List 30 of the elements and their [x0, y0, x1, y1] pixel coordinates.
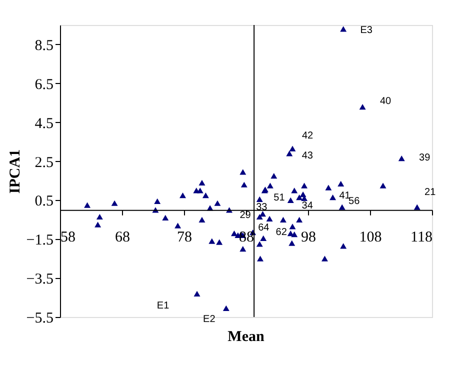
x-tick-label: 78	[177, 229, 192, 246]
annotation: 33	[256, 202, 268, 214]
annotation: 51	[274, 192, 286, 204]
x-axis-title: Mean	[228, 329, 265, 345]
y-tick-label: 2.5	[34, 154, 54, 171]
y-tick-label: −3.5	[26, 272, 54, 288]
y-tick-label: 0.5	[34, 194, 54, 210]
annotation: 43	[302, 150, 314, 162]
y-tick-label: −1.5	[26, 232, 54, 249]
x-tick-label: 68	[115, 229, 130, 246]
x-tick-label: 98	[301, 229, 316, 246]
annotation: 39	[419, 152, 431, 164]
annotation: 42	[302, 130, 314, 142]
annotation: E2	[203, 314, 216, 326]
annotation: E3	[360, 24, 373, 36]
x-tick-label: 108	[359, 229, 382, 246]
x-tick-label: 58	[60, 229, 76, 246]
annotation: 56	[348, 196, 360, 208]
y-tick-label: 8.5	[34, 38, 54, 54]
annotation: 64	[258, 222, 270, 234]
annotation: 34	[302, 200, 314, 212]
annotation: E1	[156, 300, 170, 312]
y-tick-label: −5.5	[26, 310, 54, 326]
annotation: 62	[276, 227, 288, 238]
x-tick-label: 118	[410, 229, 432, 246]
annotation: 40	[380, 96, 392, 107]
y-tick-label: 6.5	[34, 76, 54, 93]
y-tick-label: 4.5	[34, 116, 54, 132]
annotation: 21	[424, 187, 436, 198]
y-axis-title: IPCA1	[7, 149, 24, 194]
